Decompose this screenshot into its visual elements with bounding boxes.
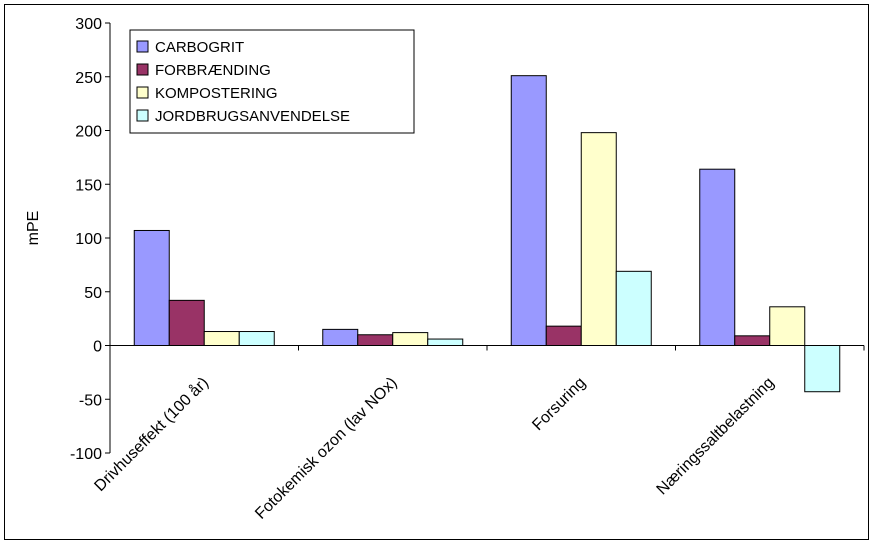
bar: [203, 331, 240, 346]
bar: [804, 345, 841, 393]
legend-label: FORBRÆNDING: [155, 62, 271, 79]
bar: [699, 168, 736, 346]
y-tick-label: 150: [75, 177, 102, 194]
bar: [580, 132, 617, 346]
y-tick-label: -100: [70, 446, 102, 463]
bar: [734, 335, 771, 347]
bar: [357, 334, 394, 346]
bar: [392, 332, 429, 347]
legend-swatch: [136, 40, 149, 53]
y-tick-label: 100: [75, 231, 102, 248]
bar: [769, 306, 806, 346]
bar: [427, 338, 464, 346]
legend-label: KOMPOSTERING: [155, 85, 278, 102]
category-label: Drivhuseffekt (100 år): [91, 374, 212, 495]
legend-swatch: [136, 63, 149, 76]
category-label: Fotokemisk ozon (lav NOx): [252, 374, 400, 522]
bar: [510, 75, 547, 347]
y-tick-label: 300: [75, 16, 102, 33]
y-tick-label: 200: [75, 124, 102, 141]
legend: CARBOGRIT FORBRÆNDING KOMPOSTERING JORDBRUG…: [129, 29, 415, 134]
bar: [168, 299, 205, 347]
legend-swatch: [136, 109, 149, 122]
y-tick-label: 50: [84, 285, 102, 302]
bar: [238, 331, 275, 346]
y-tick-label: 0: [93, 339, 102, 356]
bar: [322, 328, 359, 346]
category-label: Forsuring: [529, 374, 589, 434]
category-labels: Drivhuseffekt (100 år) Fotokemisk ozon (l…: [91, 374, 778, 523]
bars: [133, 75, 841, 393]
legend-label: CARBOGRIT: [155, 39, 244, 56]
legend-swatch: [136, 86, 149, 99]
category-label: Næringssaltbelastning: [654, 374, 778, 498]
y-tick-label: -50: [79, 392, 102, 409]
legend-box: [129, 29, 415, 134]
bar: [545, 325, 582, 346]
bar: [133, 229, 170, 347]
y-tick-label: 250: [75, 70, 102, 87]
legend-label: JORDBRUGSANVENDELSE: [155, 108, 350, 125]
y-axis-label: mPE: [25, 211, 42, 246]
bar: [615, 270, 652, 347]
